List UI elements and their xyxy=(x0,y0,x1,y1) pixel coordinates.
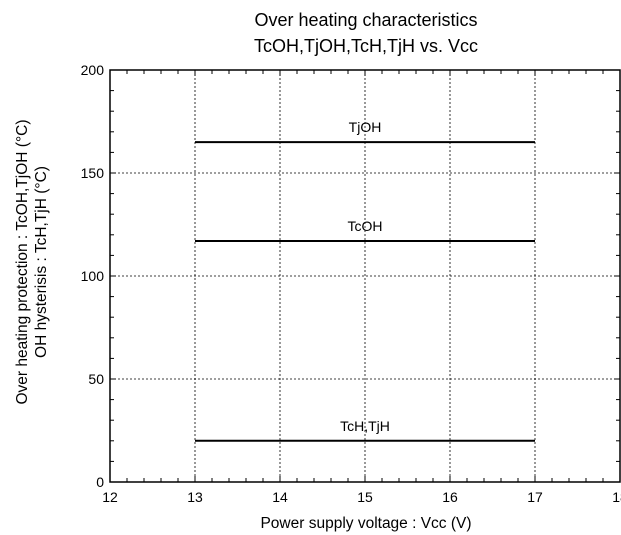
axis-ticks: 12 13 14 15 16 17 18 0 50 100 150 200 xyxy=(81,62,621,505)
x-tick-label: 16 xyxy=(442,489,458,505)
y-axis-label-line1: Over heating protection : TcOH,TjOH (°C) xyxy=(14,119,31,404)
series-label-1: TcOH xyxy=(348,218,383,234)
series-label-2: TcH,TjH xyxy=(340,418,390,434)
grid-lines xyxy=(110,70,620,482)
x-tick-label: 18 xyxy=(612,489,621,505)
chart-subtitle: TcOH,TjOH,TcH,TjH vs. Vcc xyxy=(254,36,478,56)
series-label-0: TjOH xyxy=(349,119,382,135)
x-tick-label: 14 xyxy=(272,489,288,505)
x-tick-label: 12 xyxy=(102,489,118,505)
y-tick-label: 0 xyxy=(96,474,104,490)
x-tick-label: 13 xyxy=(187,489,203,505)
y-tick-label: 100 xyxy=(81,268,105,284)
y-axis-label-line2: OH hysterisis : TcH,TjH (°C) xyxy=(33,166,50,358)
x-tick-label: 15 xyxy=(357,489,373,505)
series-layer: TjOH TcOH TcH,TjH xyxy=(195,119,535,442)
y-tick-label: 150 xyxy=(81,165,105,181)
y-tick-label: 200 xyxy=(81,62,105,78)
chart-title: Over heating characteristics xyxy=(254,10,477,30)
y-tick-label: 50 xyxy=(88,371,104,387)
x-tick-label: 17 xyxy=(527,489,543,505)
x-axis-label: Power supply voltage : Vcc (V) xyxy=(260,515,471,532)
